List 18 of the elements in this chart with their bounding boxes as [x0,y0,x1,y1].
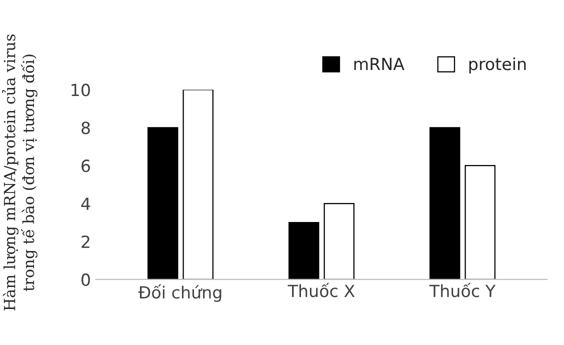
bar [464,165,496,280]
bar [147,127,178,280]
y-axis-title: Hàm lượng mRNA/protein của virus trong tế bào (đơn vị tương đối) [2,34,38,310]
x-tick-label: Đối chứng [138,284,222,302]
legend-label: mRNA [354,58,404,70]
bar [429,127,460,280]
y-tick-label: 4 [81,198,90,210]
y-tick-label: 10 [72,84,90,96]
bar [182,90,214,280]
bar [288,222,320,280]
bar [324,202,354,280]
x-tick-label: Thuốc Y [429,282,496,298]
x-tick-label: Thuốc X [288,282,355,298]
y-tick-label: 2 [82,235,90,248]
legend-label: protein [469,57,526,74]
y-tick-label: 6 [82,160,90,172]
y-tick-label: 8 [82,122,90,134]
y-tick-label: 0 [82,273,90,286]
